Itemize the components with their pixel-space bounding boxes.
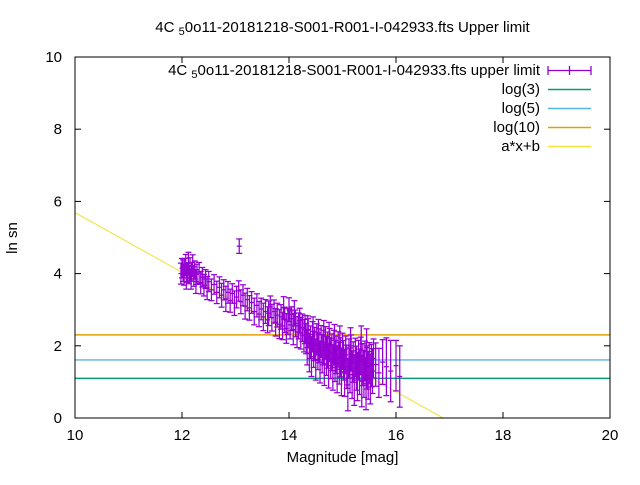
x-tick-label: 12 [174, 427, 191, 444]
legend-item: 4C 50o11-20181218-S001-R001-I-042933.fts… [168, 61, 593, 81]
series-upper-limit [177, 238, 403, 412]
legend-line-sample-icon [546, 80, 593, 99]
plot-border [74, 56, 611, 419]
y-tick-label: 0 [54, 410, 62, 427]
legend-label: log(5) [501, 100, 540, 117]
legend-line-sample-icon [546, 137, 593, 156]
legend-label-subscript: 5 [191, 69, 198, 81]
x-tick-label: 18 [495, 427, 512, 444]
legend-item: a*x+b [168, 137, 593, 156]
x-tick-label: 16 [388, 427, 405, 444]
legend-line-sample-icon [546, 118, 593, 137]
x-tick-label: 14 [281, 427, 298, 444]
legend-item: log(3) [168, 80, 593, 99]
y-tick-label: 4 [54, 266, 62, 283]
legend-label: a*x+b [501, 138, 540, 155]
chart-title-post: 0o11-20181218-S001-R001-I-042933.fts Upp… [184, 19, 530, 36]
legend-line-sample-icon [546, 99, 593, 118]
y-tick-label: 2 [54, 338, 62, 355]
x-axis-label: Magnitude [mag] [286, 449, 399, 466]
chart-title-pre: 4C [155, 19, 179, 36]
legend-label: log(3) [501, 81, 540, 98]
x-tick-label: 10 [67, 427, 84, 444]
chart-title: 4C 50o11-20181218-S001-R001-I-042933.fts… [75, 19, 610, 38]
y-axis-label: ln sn [4, 222, 21, 254]
legend-item: log(5) [168, 99, 593, 118]
legend-item: log(10) [168, 118, 593, 137]
chart-title-subscript: 5 [178, 26, 185, 38]
legend-label: log(10) [493, 119, 540, 136]
axis-ticks [74, 56, 611, 419]
legend-label: 4C 50o11-20181218-S001-R001-I-042933.fts… [168, 62, 540, 81]
x-tick-label: 20 [602, 427, 619, 444]
legend: 4C 50o11-20181218-S001-R001-I-042933.fts… [168, 61, 593, 156]
y-tick-label: 10 [45, 49, 62, 66]
y-tick-label: 6 [54, 193, 62, 210]
legend-errorbar-sample-icon [546, 61, 593, 80]
y-tick-label: 8 [54, 121, 62, 138]
